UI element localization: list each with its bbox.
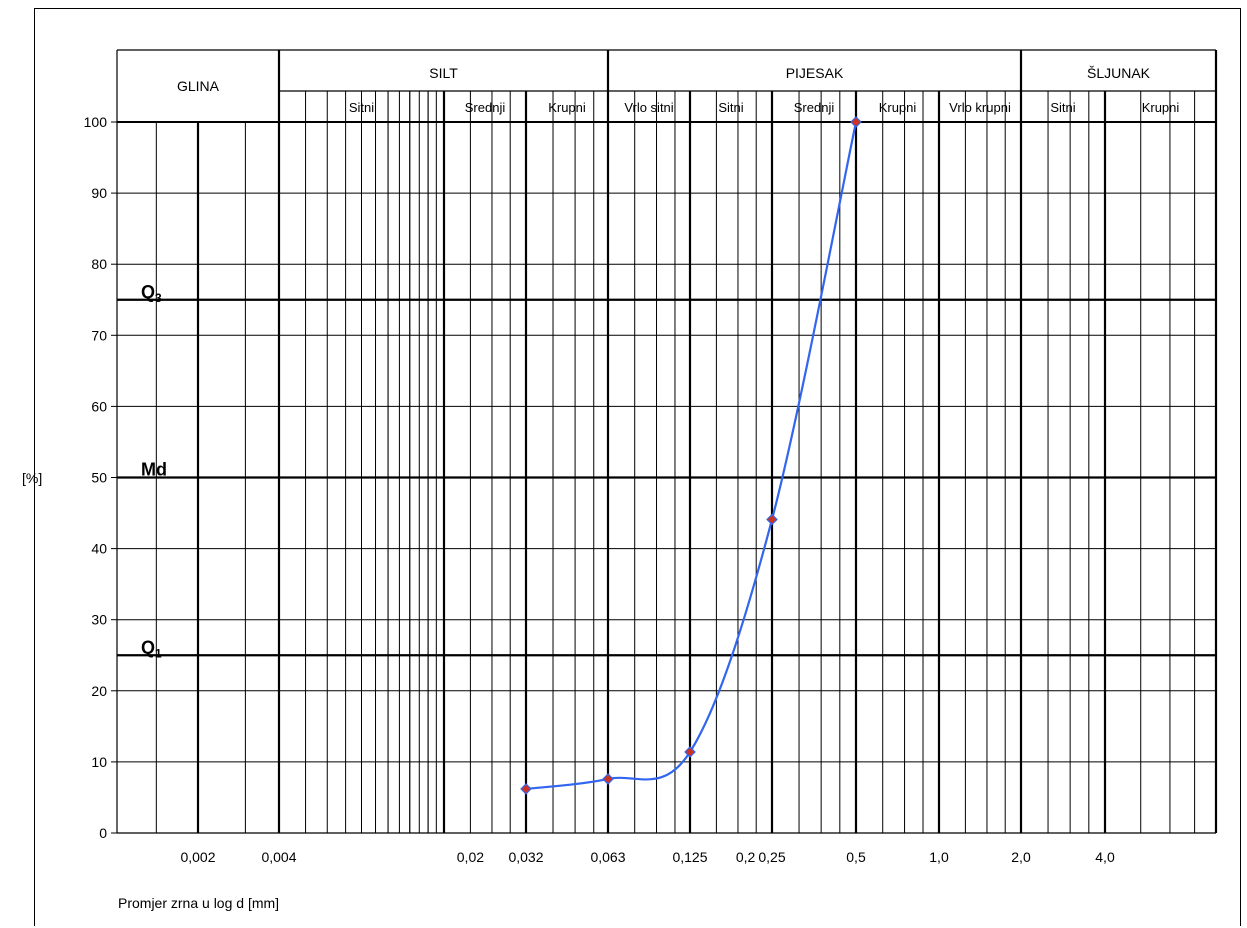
x-axis-label: Promjer zrna u log d [mm] bbox=[118, 895, 279, 911]
x-tick-label: 0,2 bbox=[736, 849, 756, 865]
chart-frame bbox=[34, 8, 1241, 926]
x-tick-label: 0,032 bbox=[508, 849, 543, 865]
y-tick-label: 60 bbox=[91, 398, 107, 414]
y-tick-label: 30 bbox=[91, 612, 107, 628]
header-group-label: SILT bbox=[429, 65, 458, 81]
header-subgroup-label: Srednji bbox=[465, 100, 506, 115]
header-subgroup-label: Krupni bbox=[548, 100, 586, 115]
reference-label: Q3 bbox=[141, 282, 162, 305]
x-tick-label: 0,25 bbox=[758, 849, 785, 865]
header-group-label: ŠLJUNAK bbox=[1087, 65, 1151, 81]
y-tick-label: 0 bbox=[99, 825, 107, 841]
x-tick-label: 0,063 bbox=[590, 849, 625, 865]
y-tick-label: 20 bbox=[91, 683, 107, 699]
data-point-marker bbox=[850, 116, 862, 128]
header-subgroup-label: Vrlo krupni bbox=[949, 100, 1011, 115]
y-tick-label: 80 bbox=[91, 256, 107, 272]
header-subgroup-label: Krupni bbox=[1142, 100, 1180, 115]
data-point-marker bbox=[766, 513, 778, 526]
reference-label: Md bbox=[141, 460, 167, 480]
x-tick-label: 0,02 bbox=[457, 849, 484, 865]
header-subgroup-label: Krupni bbox=[879, 100, 917, 115]
y-tick-label: 70 bbox=[91, 327, 107, 343]
header-subgroup-label: Vrlo sitni bbox=[624, 100, 673, 115]
y-axis-label: [%] bbox=[22, 470, 42, 486]
x-tick-label: 0,002 bbox=[180, 849, 215, 865]
y-tick-label: 10 bbox=[91, 754, 107, 770]
y-tick-label: 100 bbox=[84, 114, 108, 130]
header-subgroup-label: Sitni bbox=[1050, 100, 1075, 115]
data-point-marker bbox=[684, 746, 696, 758]
data-point-marker bbox=[602, 773, 614, 785]
x-tick-label: 0,5 bbox=[846, 849, 866, 865]
x-tick-label: 4,0 bbox=[1095, 849, 1115, 865]
x-tick-label: 2,0 bbox=[1011, 849, 1031, 865]
y-tick-label: 90 bbox=[91, 185, 107, 201]
data-point-marker bbox=[520, 783, 532, 795]
header-group-label: PIJESAK bbox=[786, 65, 844, 81]
x-tick-label: 1,0 bbox=[929, 849, 949, 865]
header-group-label: GLINA bbox=[177, 78, 220, 94]
header-subgroup-label: Sitni bbox=[349, 100, 374, 115]
y-tick-label: 40 bbox=[91, 541, 107, 557]
header-subgroup-label: Srednji bbox=[794, 100, 835, 115]
x-tick-label: 0,125 bbox=[672, 849, 707, 865]
y-tick-label: 50 bbox=[91, 470, 107, 486]
x-tick-label: 0,004 bbox=[261, 849, 296, 865]
reference-label: Q1 bbox=[141, 637, 162, 660]
header-subgroup-label: Sitni bbox=[718, 100, 743, 115]
